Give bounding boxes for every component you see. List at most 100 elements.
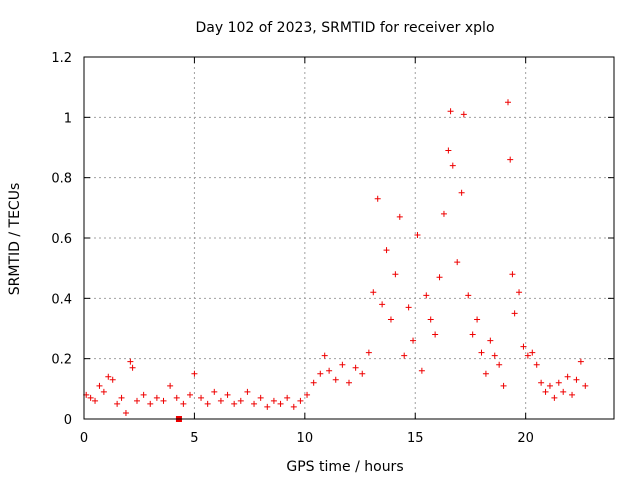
data-point (509, 271, 516, 278)
data-point (440, 210, 447, 217)
data-point (432, 331, 439, 338)
data-point (423, 292, 430, 299)
data-point (173, 394, 180, 401)
data-point (109, 376, 116, 383)
x-tick-label: 20 (517, 431, 534, 446)
data-point (520, 343, 527, 350)
data-point (129, 364, 136, 371)
data-point (582, 382, 589, 389)
data-point (332, 376, 339, 383)
data-point (560, 388, 567, 395)
data-point (577, 358, 584, 365)
data-point (204, 400, 211, 407)
data-point (211, 388, 218, 395)
chart-title: Day 102 of 2023, SRMTID for receiver xpl… (195, 20, 494, 36)
data-point (297, 397, 304, 404)
data-point (321, 352, 328, 359)
x-tick-label: 10 (297, 431, 314, 446)
data-point (405, 304, 412, 311)
data-point (427, 316, 434, 323)
data-point (264, 403, 271, 410)
data-point (244, 388, 251, 395)
data-point (491, 352, 498, 359)
y-tick-label: 0 (64, 413, 72, 428)
data-point (365, 349, 372, 356)
data-point (445, 147, 452, 154)
data-point (127, 358, 134, 365)
data-point (191, 370, 198, 377)
axis-ticks: 0 5 10 15 20 0 0.2 0.4 0.6 0.8 1 1.2 (51, 51, 614, 446)
y-tick-label: 0.8 (51, 172, 72, 187)
data-point (237, 397, 244, 404)
data-point (231, 400, 238, 407)
data-point (538, 379, 545, 386)
data-point (277, 400, 284, 407)
data-point (396, 213, 403, 220)
data-point (469, 331, 476, 338)
data-point (555, 379, 562, 386)
data-point (551, 394, 558, 401)
data-point (251, 400, 258, 407)
data-point (410, 337, 417, 344)
data-point (496, 361, 503, 368)
data-point (458, 189, 465, 196)
data-point (187, 391, 193, 398)
data-point (270, 397, 277, 404)
data-point (542, 388, 549, 395)
data-point (507, 156, 514, 163)
data-point (290, 403, 297, 410)
data-point (167, 382, 174, 389)
data-point (140, 391, 147, 398)
data-point (569, 391, 576, 398)
data-point (310, 379, 317, 386)
data-point (224, 391, 231, 398)
data-point (114, 400, 121, 407)
data-point (346, 379, 352, 386)
data-point (122, 409, 129, 416)
data-point (546, 382, 553, 389)
data-point (465, 292, 472, 299)
data-point (505, 99, 511, 106)
data-point (564, 373, 571, 380)
data-point (478, 349, 485, 356)
data-point (418, 367, 425, 374)
y-tick-label: 1.2 (51, 51, 72, 66)
data-point (317, 370, 324, 377)
data-point (134, 397, 140, 404)
x-axis-label: GPS time / hours (286, 459, 403, 475)
data-point (487, 337, 494, 344)
data-point (387, 316, 394, 323)
data-point (529, 349, 536, 356)
data-point (352, 364, 359, 371)
data-point (392, 271, 399, 278)
data-point (359, 370, 366, 377)
data-point (153, 394, 160, 401)
data-point (454, 259, 461, 266)
data-point (524, 352, 531, 359)
y-tick-label: 0.4 (51, 292, 72, 307)
y-axis-label: SRMTID / TECUs (7, 183, 23, 296)
data-point (118, 394, 125, 401)
data-point (339, 361, 346, 368)
data-point (533, 361, 540, 368)
data-point (100, 388, 107, 395)
data-point (379, 301, 386, 308)
data-point (436, 274, 443, 281)
data-point (304, 391, 311, 398)
data-point (449, 162, 456, 169)
data-point (370, 289, 377, 296)
data-point (573, 376, 580, 383)
data-point (217, 397, 224, 404)
x-tick-label: 5 (190, 431, 198, 446)
data-point (160, 397, 167, 404)
data-point (105, 373, 112, 380)
data-point (516, 289, 523, 296)
data-point (500, 382, 507, 389)
data-point (326, 367, 333, 374)
y-tick-label: 0.2 (51, 353, 72, 368)
x-tick-label: 0 (80, 431, 88, 446)
data-point (92, 397, 99, 404)
y-tick-label: 1 (64, 111, 72, 126)
data-points (83, 99, 589, 422)
